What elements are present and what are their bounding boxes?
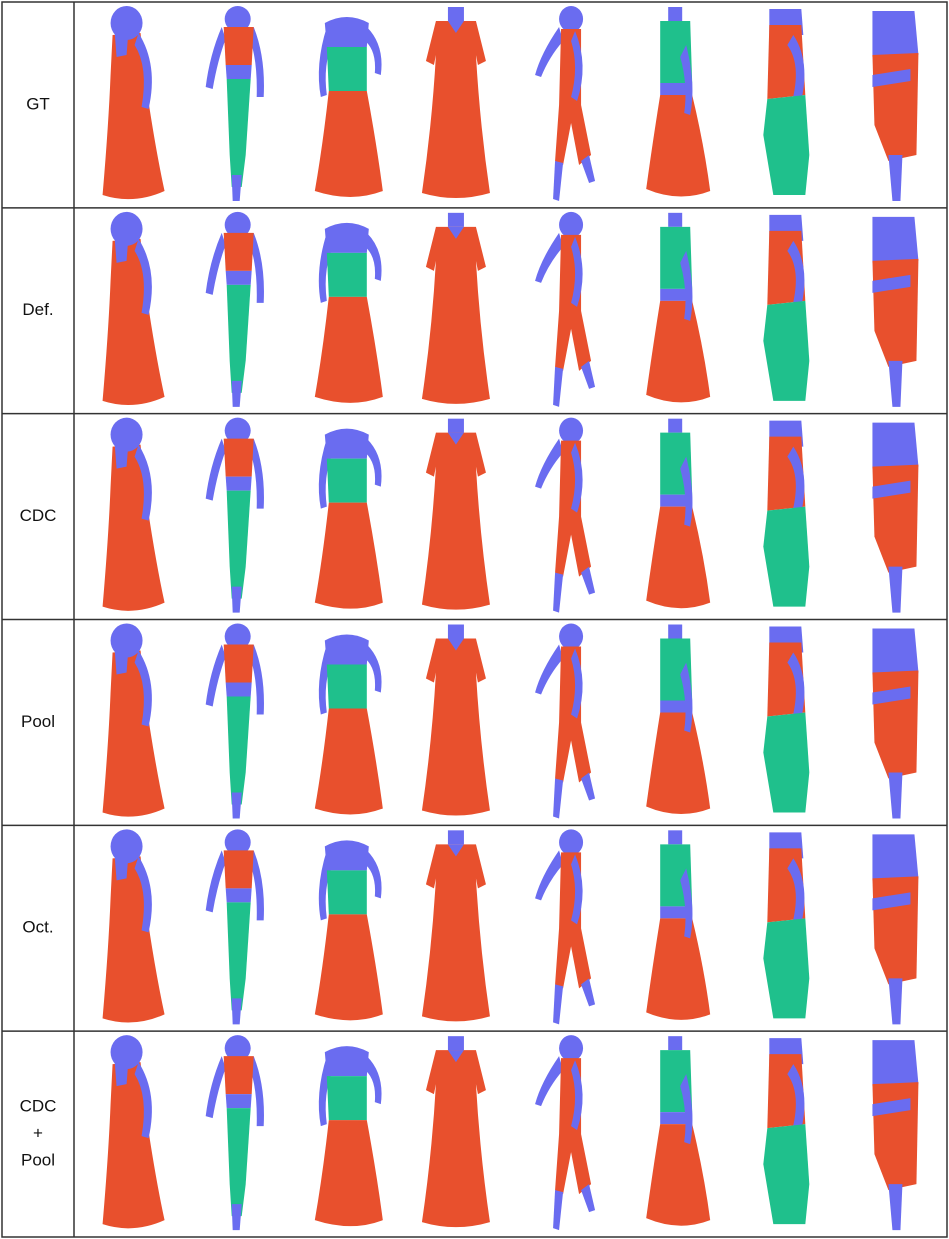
page: GTDef.CDCPoolOct.CDC+Pool (() => { const…	[0, 0, 949, 1239]
garment-render	[535, 212, 595, 407]
garment-render	[535, 418, 595, 613]
garment-render	[872, 1040, 918, 1230]
row-label: GT	[26, 94, 50, 113]
garment-render	[206, 829, 264, 1024]
row-label: Pool	[21, 1151, 55, 1170]
garment-render	[646, 830, 710, 1020]
garment-render	[535, 624, 595, 819]
garment-render	[206, 1035, 264, 1230]
garment-render	[422, 1036, 490, 1227]
garment-render	[763, 832, 809, 1018]
garment-render	[103, 6, 165, 199]
garment-render	[103, 418, 165, 611]
garment-render	[422, 213, 490, 404]
garment-render	[315, 840, 383, 1020]
garment-render	[646, 419, 710, 609]
garment-render	[315, 17, 383, 197]
garment-render	[422, 625, 490, 816]
garment-render	[646, 625, 710, 815]
garment-render	[103, 829, 165, 1022]
garment-render	[206, 6, 264, 201]
garment-render	[763, 9, 809, 195]
garment-render	[646, 1036, 710, 1226]
row-label: +	[33, 1124, 43, 1143]
garment-render	[535, 829, 595, 1024]
garment-render	[646, 213, 710, 403]
garment-render	[206, 418, 264, 613]
garment-render	[872, 217, 918, 407]
garment-render	[872, 423, 918, 613]
row-label: Def.	[22, 300, 53, 319]
garment-render	[872, 11, 918, 201]
garment-render	[763, 627, 809, 813]
garment-render	[206, 212, 264, 407]
garment-render	[206, 624, 264, 819]
garment-render	[315, 635, 383, 815]
garment-render	[646, 7, 710, 197]
row-label: CDC	[20, 1097, 57, 1116]
row-label: Oct.	[22, 918, 53, 937]
garment-render	[763, 421, 809, 607]
figure-table: GT Def. CDC Pool Oct. CDC + Pool	[0, 0, 949, 1239]
garment-render	[763, 215, 809, 401]
row-label: CDC	[20, 506, 57, 525]
garment-render	[103, 1035, 165, 1228]
garment-render	[422, 419, 490, 610]
garment-render	[535, 6, 595, 201]
garment-render	[872, 629, 918, 819]
garment-render	[103, 624, 165, 817]
garment-render	[763, 1038, 809, 1224]
garment-render	[315, 223, 383, 403]
garment-render	[422, 830, 490, 1021]
garment-render	[872, 834, 918, 1024]
garment-render	[535, 1035, 595, 1230]
garment-render	[315, 1046, 383, 1226]
garment-render	[103, 212, 165, 405]
row-label: Pool	[21, 712, 55, 731]
garment-render	[315, 429, 383, 609]
garment-render	[422, 7, 490, 198]
